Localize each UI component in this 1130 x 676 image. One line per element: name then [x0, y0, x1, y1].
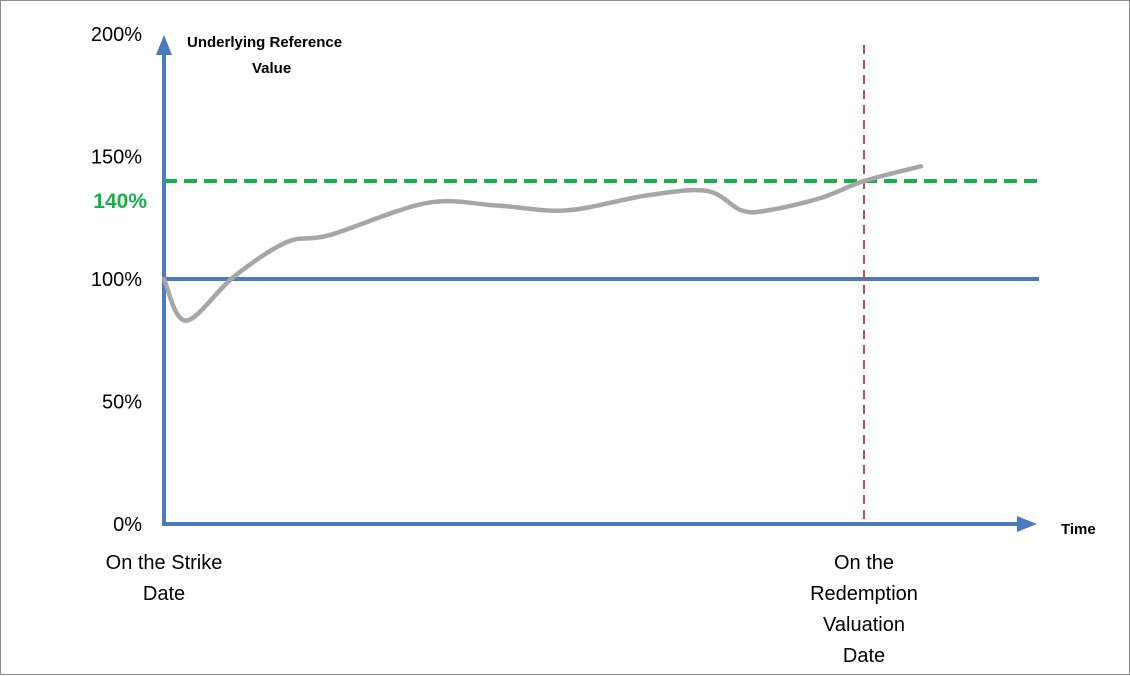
x-category-label: Valuation [823, 614, 905, 636]
x-category-label: Date [843, 645, 885, 667]
y-tick-label: 200% [91, 24, 142, 46]
x-category-label: On the Strike [106, 552, 223, 574]
y-tick-label: 0% [113, 514, 142, 536]
y-tick-label: 150% [91, 147, 142, 169]
x-category-label: Date [143, 583, 185, 605]
x-category-label: Redemption [810, 583, 918, 605]
x-axis-arrow-icon [1017, 516, 1037, 532]
y-axis-title-line-1: Underlying Reference [187, 34, 342, 51]
y-axis-arrow-icon [156, 35, 172, 55]
x-axis-title: Time [1061, 521, 1096, 538]
series-line-0 [161, 164, 924, 323]
y-axis-title-line-2: Value [252, 60, 291, 77]
y-tick-label-highlight: 140% [93, 190, 147, 213]
y-tick-label: 100% [91, 269, 142, 291]
x-category-label: On the [834, 552, 894, 574]
y-tick-label: 50% [102, 392, 142, 414]
